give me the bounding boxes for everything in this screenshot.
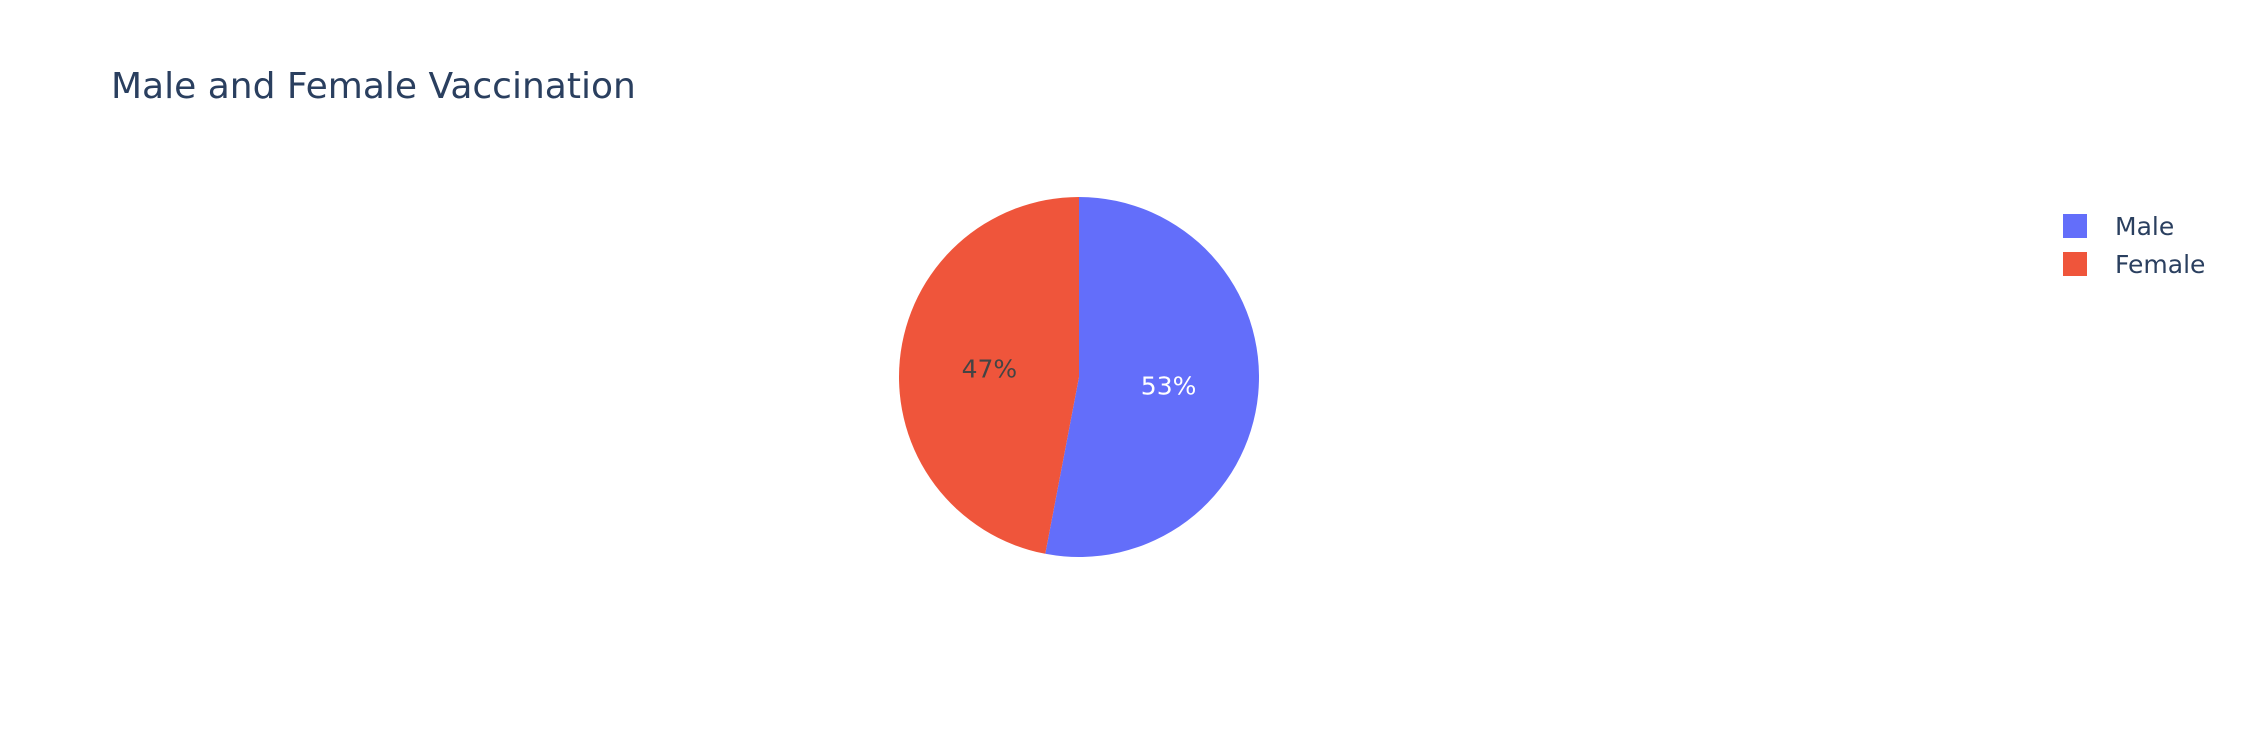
legend-item-female[interactable]: Female (2063, 250, 2205, 279)
legend-swatch-male (2063, 214, 2087, 238)
slice-label-male: 53% (1141, 371, 1197, 400)
legend: Male Female (2063, 212, 2205, 279)
legend-swatch-female (2063, 252, 2087, 276)
pie-slice-male[interactable] (1045, 197, 1260, 557)
pie-slice-labels: 53% 47% (962, 355, 1197, 401)
pie-slices (899, 197, 1260, 557)
chart-title: Male and Female Vaccination (111, 66, 636, 107)
legend-item-male[interactable]: Male (2063, 212, 2174, 241)
pie-slice-female[interactable] (899, 197, 1079, 554)
slice-label-female: 47% (962, 355, 1018, 384)
legend-label-female: Female (2115, 250, 2205, 279)
legend-label-male: Male (2115, 212, 2174, 241)
